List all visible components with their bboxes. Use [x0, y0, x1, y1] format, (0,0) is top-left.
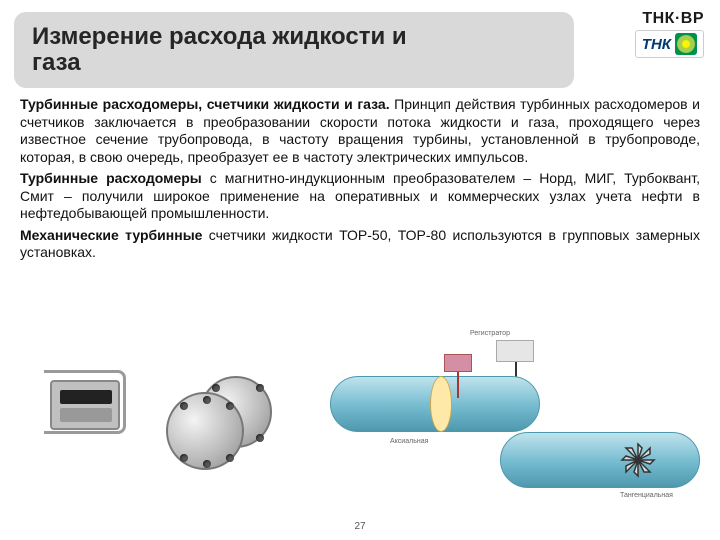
flange-disc-front-icon — [166, 392, 244, 470]
diagram-label-axial: Аксиальная — [390, 438, 428, 445]
body-text: Турбинные расходомеры, счетчики жидкости… — [20, 96, 700, 266]
sub-brand-row: ТНК — [635, 30, 704, 58]
turbine-rotor-icon — [620, 442, 656, 478]
p2-lead: Турбинные расходомеры — [20, 170, 202, 186]
p1-lead: Турбинные расходомеры, счетчики жидкости… — [20, 96, 390, 112]
diagram-label-tangential: Тангенциальная — [620, 492, 673, 499]
pipe-cut-icon — [430, 376, 452, 432]
brand-logo-block: ТНК·BP ТНК — [635, 10, 704, 58]
slide-header: Измерение расхода жидкости и газа — [14, 12, 574, 88]
device-panel-icon — [60, 408, 112, 422]
slide-title-line1: Измерение расхода жидкости и — [32, 24, 556, 50]
turbine-flange-illustration — [160, 370, 290, 480]
pipe-tangential-icon — [500, 432, 700, 488]
bp-sunflower-icon — [675, 33, 697, 55]
paragraph-2: Турбинные расходомеры с магнитно-индукци… — [20, 170, 700, 223]
device-body — [50, 380, 120, 430]
sub-brand-text: ТНК — [642, 36, 671, 53]
principle-diagram: Регистратор Аксиальная Тангенциальная — [320, 340, 700, 500]
sensor-probe-icon — [457, 372, 459, 398]
slide-title-line2: газа — [32, 50, 556, 76]
paragraph-3: Механические турбинные счетчики жидкости… — [20, 227, 700, 262]
illustrations-row: Регистратор Аксиальная Тангенциальная — [20, 340, 700, 510]
register-box-icon — [496, 340, 534, 362]
device-screen-icon — [60, 390, 112, 404]
sensor-box-icon — [444, 354, 472, 372]
diagram-label-register: Регистратор — [470, 330, 510, 337]
paragraph-1: Турбинные расходомеры, счетчики жидкости… — [20, 96, 700, 166]
meter-device-illustration — [50, 380, 130, 444]
company-name: ТНК·BP — [642, 10, 704, 28]
p3-lead: Механические турбинные — [20, 227, 202, 243]
page-number: 27 — [0, 521, 720, 532]
